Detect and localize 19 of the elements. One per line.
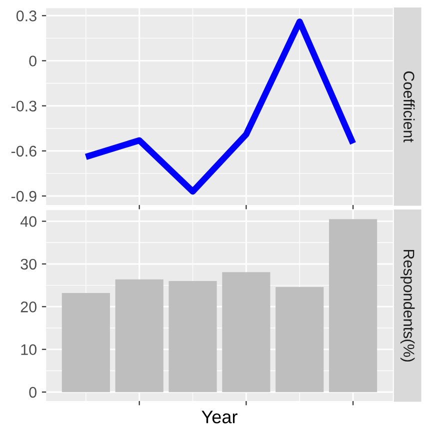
y-tick-label: -0.3 [11,100,36,112]
bar [276,287,324,392]
bar [168,281,217,392]
y-tick-label: -0.9 [11,190,36,202]
x-axis-title: Year [202,410,238,424]
y-axis-title: Respondents(%) [400,250,415,362]
y-tick-label: 10 [21,344,36,356]
y-tick-label: 30 [20,258,36,270]
y-tick-label: 0 [29,56,36,66]
bar [329,219,378,392]
y-tick-label: 40 [20,216,36,227]
y-tick-label: 20 [20,302,36,312]
y-tick-label: 0 [29,386,36,398]
y-axis-title: Coefficient [403,71,415,142]
y-tick-label: 0.3 [16,10,36,22]
bar [222,272,270,392]
y-tick-label: -0.6 [11,146,36,157]
bar [115,279,164,392]
bar [62,292,110,392]
